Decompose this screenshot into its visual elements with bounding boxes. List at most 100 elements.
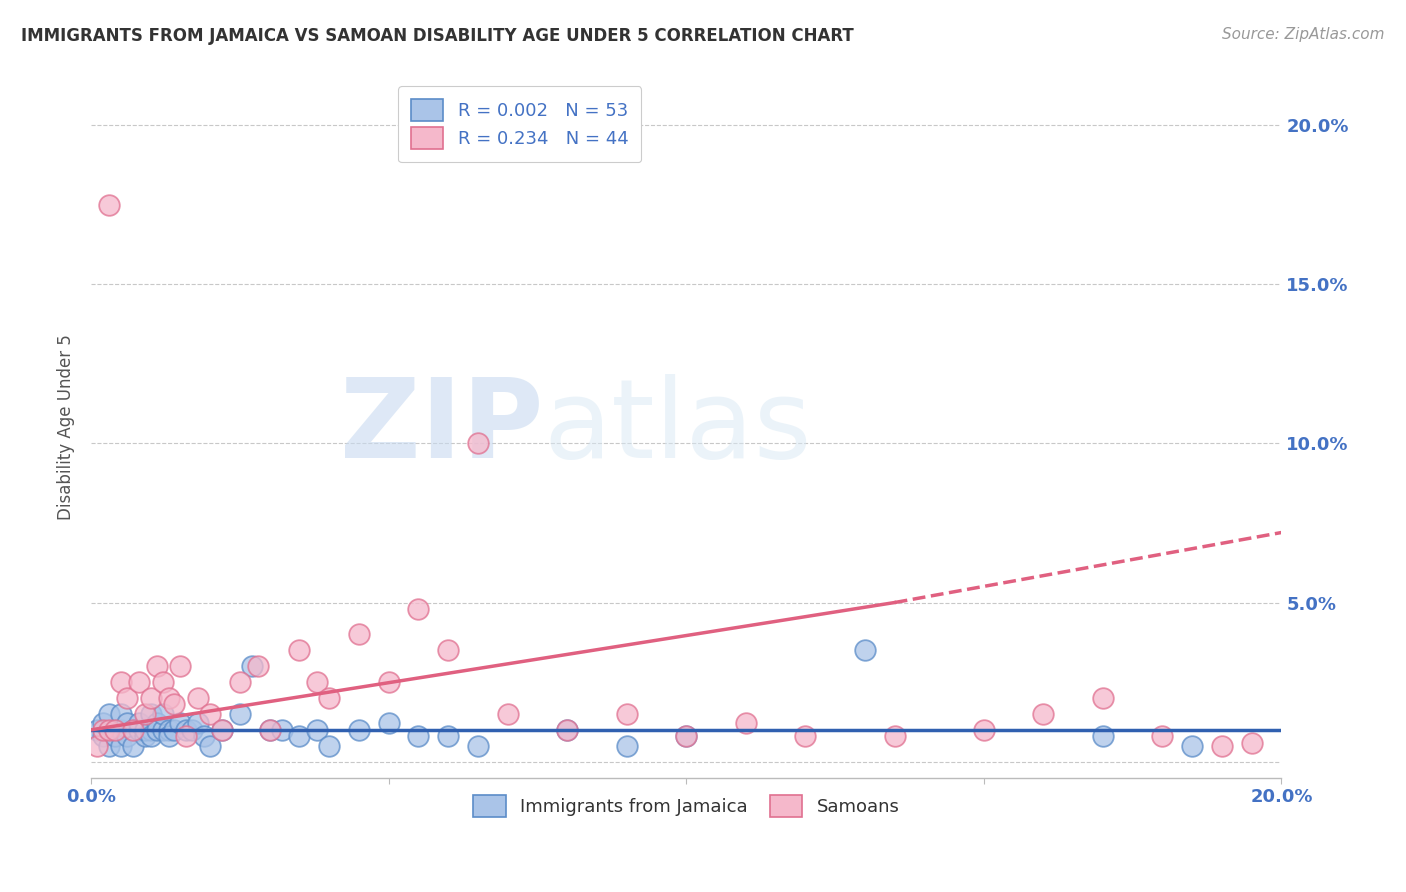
Point	[555, 723, 578, 737]
Point	[973, 723, 995, 737]
Point	[169, 716, 191, 731]
Point	[193, 729, 215, 743]
Point	[1091, 691, 1114, 706]
Point	[145, 723, 167, 737]
Point	[86, 739, 108, 753]
Point	[318, 691, 340, 706]
Point	[675, 729, 697, 743]
Point	[128, 723, 150, 737]
Point	[145, 659, 167, 673]
Point	[157, 691, 180, 706]
Point	[98, 706, 121, 721]
Y-axis label: Disability Age Under 5: Disability Age Under 5	[58, 334, 75, 520]
Point	[110, 739, 132, 753]
Point	[377, 716, 399, 731]
Text: ZIP: ZIP	[340, 374, 544, 481]
Point	[98, 739, 121, 753]
Text: Source: ZipAtlas.com: Source: ZipAtlas.com	[1222, 27, 1385, 42]
Point	[98, 198, 121, 212]
Point	[288, 729, 311, 743]
Point	[169, 659, 191, 673]
Point	[307, 723, 329, 737]
Point	[616, 706, 638, 721]
Point	[181, 723, 204, 737]
Point	[121, 723, 143, 737]
Point	[198, 706, 221, 721]
Point	[163, 723, 186, 737]
Point	[734, 716, 756, 731]
Legend: Immigrants from Jamaica, Samoans: Immigrants from Jamaica, Samoans	[465, 788, 907, 824]
Point	[467, 436, 489, 450]
Point	[1240, 735, 1263, 749]
Point	[616, 739, 638, 753]
Point	[211, 723, 233, 737]
Point	[91, 729, 114, 743]
Point	[139, 723, 162, 737]
Point	[883, 729, 905, 743]
Point	[91, 723, 114, 737]
Point	[198, 739, 221, 753]
Point	[794, 729, 817, 743]
Point	[121, 739, 143, 753]
Point	[110, 723, 132, 737]
Point	[139, 729, 162, 743]
Point	[1032, 706, 1054, 721]
Point	[1152, 729, 1174, 743]
Text: IMMIGRANTS FROM JAMAICA VS SAMOAN DISABILITY AGE UNDER 5 CORRELATION CHART: IMMIGRANTS FROM JAMAICA VS SAMOAN DISABI…	[21, 27, 853, 45]
Point	[377, 675, 399, 690]
Point	[104, 723, 127, 737]
Point	[145, 716, 167, 731]
Point	[1091, 729, 1114, 743]
Point	[408, 729, 430, 743]
Point	[675, 729, 697, 743]
Point	[246, 659, 269, 673]
Point	[347, 723, 370, 737]
Point	[104, 729, 127, 743]
Point	[408, 602, 430, 616]
Point	[496, 706, 519, 721]
Point	[152, 675, 174, 690]
Point	[318, 739, 340, 753]
Point	[91, 716, 114, 731]
Point	[134, 723, 156, 737]
Point	[307, 675, 329, 690]
Point	[98, 723, 121, 737]
Point	[347, 627, 370, 641]
Text: atlas: atlas	[544, 374, 813, 481]
Point	[437, 729, 460, 743]
Point	[187, 691, 209, 706]
Point	[176, 723, 198, 737]
Point	[115, 729, 138, 743]
Point	[1211, 739, 1233, 753]
Point	[139, 706, 162, 721]
Point	[157, 729, 180, 743]
Point	[437, 643, 460, 657]
Point	[211, 723, 233, 737]
Point	[134, 706, 156, 721]
Point	[104, 723, 127, 737]
Point	[259, 723, 281, 737]
Point	[270, 723, 292, 737]
Point	[128, 716, 150, 731]
Point	[139, 691, 162, 706]
Point	[115, 716, 138, 731]
Point	[176, 729, 198, 743]
Point	[110, 706, 132, 721]
Point	[555, 723, 578, 737]
Point	[152, 723, 174, 737]
Point	[157, 723, 180, 737]
Point	[110, 675, 132, 690]
Point	[115, 691, 138, 706]
Point	[229, 675, 252, 690]
Point	[121, 723, 143, 737]
Point	[86, 723, 108, 737]
Point	[152, 706, 174, 721]
Point	[134, 729, 156, 743]
Point	[853, 643, 876, 657]
Point	[163, 698, 186, 712]
Point	[128, 675, 150, 690]
Point	[259, 723, 281, 737]
Point	[240, 659, 263, 673]
Point	[288, 643, 311, 657]
Point	[467, 739, 489, 753]
